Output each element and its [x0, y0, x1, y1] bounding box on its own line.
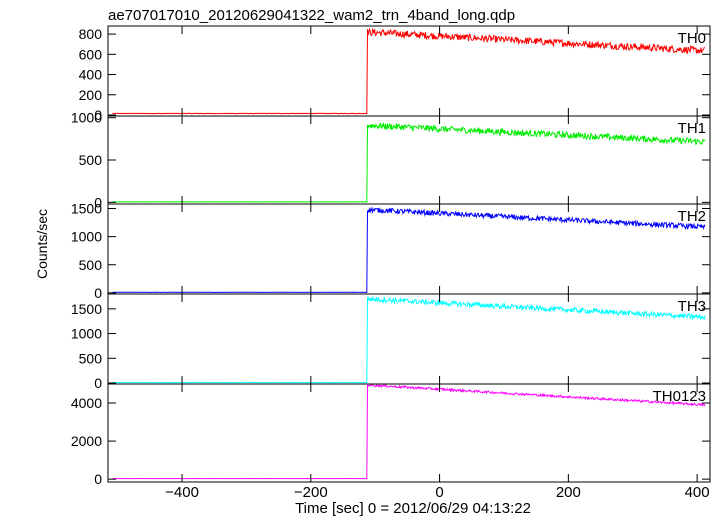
- y-tick-label: 0: [94, 471, 102, 487]
- panel-th1: 0 500 1000 TH1: [71, 110, 711, 210]
- x-tick-label: 0: [435, 484, 443, 501]
- y-tick-label: 0: [94, 194, 102, 210]
- series-name-label: TH0123: [653, 388, 706, 405]
- panel-th0123: 0 2000 4000 TH0123: [71, 382, 711, 487]
- series-line-th0123: [112, 382, 706, 480]
- y-tick-label: 500: [79, 152, 103, 168]
- series-line-th1: [112, 122, 706, 203]
- chart-title: ae707017010_20120629041322_wam2_trn_4ban…: [108, 7, 515, 24]
- y-tick-label: 800: [79, 26, 103, 42]
- y-tick-label: 1500: [71, 301, 102, 317]
- y-tick-label: 0: [94, 107, 102, 123]
- series-name-label: TH1: [678, 120, 706, 137]
- y-tick-label: 1000: [71, 110, 102, 126]
- x-tick-label: −400: [165, 484, 199, 501]
- y-tick-label: 0: [94, 285, 102, 301]
- y-tick-label: 500: [79, 350, 103, 366]
- panel-frame: [107, 115, 711, 205]
- x-axis-label: Time [sec] 0 = 2012/06/29 04:13:22: [295, 500, 531, 516]
- panel-frame: [107, 383, 711, 483]
- y-axis-label: Counts/sec: [34, 209, 50, 279]
- y-tick-label: 400: [79, 67, 103, 83]
- y-tick-label: 4000: [71, 395, 102, 411]
- panel-th2: 0 500 1000 1500 TH2: [71, 201, 711, 301]
- series-line-th2: [112, 206, 706, 293]
- panel-th0: 0 200 400 600 800 TH0: [79, 25, 711, 123]
- chart-panels: 0 200 400 600 800 TH0 0 500 1000 TH1 0 500 1000 1500 T…: [71, 25, 711, 487]
- series-name-label: TH0: [678, 30, 706, 47]
- x-tick-label: −200: [294, 484, 328, 501]
- series-name-label: TH2: [678, 208, 706, 225]
- panel-th3: 0 500 1000 1500 TH3: [71, 293, 711, 391]
- series-line-th0: [112, 27, 706, 115]
- y-tick-label: 600: [79, 46, 103, 62]
- y-tick-label: 2000: [71, 433, 102, 449]
- y-tick-label: 200: [79, 87, 103, 103]
- x-tick-label: 200: [556, 484, 581, 501]
- series-name-label: TH3: [678, 298, 706, 315]
- x-tick-label: 400: [685, 484, 710, 501]
- y-tick-label: 1000: [71, 229, 102, 245]
- panel-frame: [107, 293, 711, 385]
- y-tick-label: 1000: [71, 326, 102, 342]
- y-tick-label: 500: [79, 257, 103, 273]
- y-tick-label: 0: [94, 375, 102, 391]
- x-tick-labels: −400 −200 0 200 400: [165, 484, 709, 501]
- panel-frame: [107, 25, 711, 117]
- panel-frame: [107, 203, 711, 295]
- y-tick-label: 1500: [71, 201, 102, 217]
- series-line-th3: [112, 295, 706, 384]
